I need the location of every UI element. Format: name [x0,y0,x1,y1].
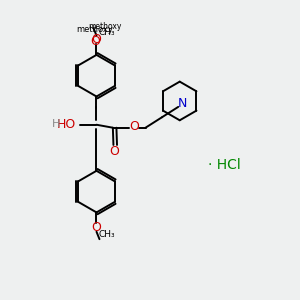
Text: O: O [92,33,101,46]
Text: CH₃: CH₃ [99,230,115,239]
Text: CH₃: CH₃ [99,28,115,37]
Text: O: O [90,35,100,48]
Text: N: N [178,97,188,110]
Text: O: O [92,221,101,234]
Text: O: O [130,120,140,133]
Text: O: O [110,145,120,158]
Text: HO: HO [57,118,76,130]
Text: H: H [52,119,61,129]
Text: · HCl: · HCl [208,158,241,172]
Text: methoxy: methoxy [76,25,113,34]
Text: methoxy: methoxy [88,22,122,31]
